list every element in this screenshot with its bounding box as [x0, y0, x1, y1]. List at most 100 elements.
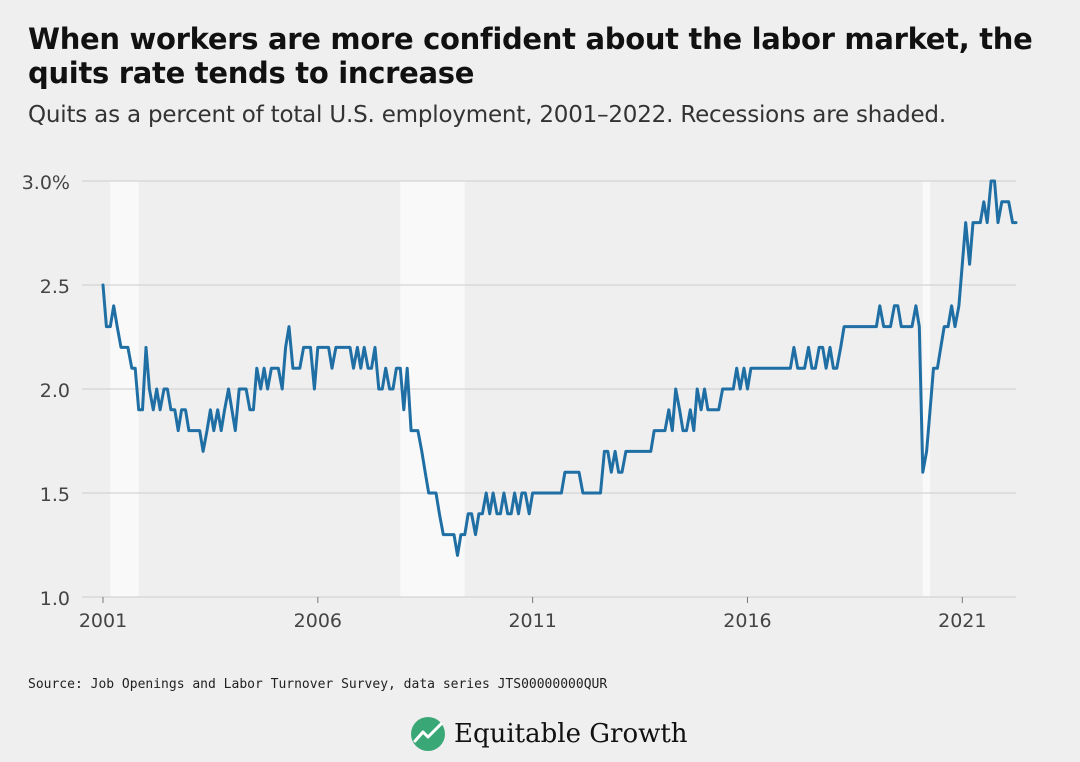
data-point: [589, 492, 591, 494]
data-point: [961, 263, 963, 265]
grid-lines: [82, 180, 1016, 598]
data-point: [170, 409, 172, 411]
brand-logo: Equitable Growth: [410, 714, 688, 754]
data-point: [879, 305, 881, 307]
data-point: [861, 325, 863, 327]
data-point: [249, 409, 251, 411]
data-point: [746, 388, 748, 390]
data-point: [503, 492, 505, 494]
data-point: [775, 367, 777, 369]
y-tick-label: 3.0%: [22, 172, 70, 194]
data-point: [507, 513, 509, 515]
data-point: [857, 325, 859, 327]
data-point: [485, 492, 487, 494]
x-tick-label: 2006: [294, 610, 342, 632]
data-point: [725, 388, 727, 390]
data-point: [539, 492, 541, 494]
data-point: [263, 367, 265, 369]
data-point: [148, 388, 150, 390]
data-point: [435, 492, 437, 494]
x-axis-ticks: 2001 2006 2011 2016 2021: [79, 597, 986, 632]
data-point: [653, 429, 655, 431]
data-point: [306, 346, 308, 348]
data-point: [195, 429, 197, 431]
data-point: [904, 325, 906, 327]
brand-leaf-icon: [411, 717, 445, 751]
data-point: [700, 409, 702, 411]
data-point: [925, 450, 927, 452]
data-point: [754, 367, 756, 369]
data-point: [177, 429, 179, 431]
brand-name: Equitable Growth: [454, 719, 688, 749]
data-point: [993, 180, 995, 182]
y-tick-label: 2.5: [40, 276, 70, 298]
data-point: [535, 492, 537, 494]
data-point: [915, 305, 917, 307]
data-point: [829, 346, 831, 348]
data-point: [864, 325, 866, 327]
x-tick-label: 2011: [508, 610, 556, 632]
data-point: [453, 533, 455, 535]
data-point: [918, 325, 920, 327]
data-point: [370, 367, 372, 369]
data-point: [292, 367, 294, 369]
data-point: [431, 492, 433, 494]
data-point: [675, 388, 677, 390]
data-point: [965, 221, 967, 223]
source-note: Source: Job Openings and Labor Turnover …: [28, 677, 608, 692]
data-point: [940, 346, 942, 348]
data-point: [342, 346, 344, 348]
data-point: [320, 346, 322, 348]
data-point: [786, 367, 788, 369]
data-point: [363, 346, 365, 348]
data-point: [406, 367, 408, 369]
data-point: [678, 409, 680, 411]
data-point: [997, 221, 999, 223]
data-point: [764, 367, 766, 369]
data-point: [811, 367, 813, 369]
data-point: [875, 325, 877, 327]
data-point: [807, 346, 809, 348]
data-point: [617, 471, 619, 473]
data-point: [682, 429, 684, 431]
data-point: [664, 429, 666, 431]
data-point: [474, 533, 476, 535]
data-point: [821, 346, 823, 348]
data-point: [378, 388, 380, 390]
data-point: [625, 450, 627, 452]
data-point: [846, 325, 848, 327]
data-point: [266, 388, 268, 390]
data-point: [374, 346, 376, 348]
data-point: [671, 429, 673, 431]
data-point: [840, 346, 842, 348]
data-point: [460, 533, 462, 535]
data-point: [650, 450, 652, 452]
data-point: [256, 367, 258, 369]
data-point: [528, 513, 530, 515]
data-point: [223, 409, 225, 411]
data-point: [438, 513, 440, 515]
y-axis-ticks: 3.0% 2.5 2.0 1.5 1.0: [22, 172, 70, 610]
data-point: [556, 492, 558, 494]
data-point: [711, 409, 713, 411]
data-point: [152, 409, 154, 411]
data-point: [814, 367, 816, 369]
data-point: [123, 346, 125, 348]
data-point: [335, 346, 337, 348]
data-point: [102, 284, 104, 286]
data-point: [198, 429, 200, 431]
data-point: [1007, 201, 1009, 203]
data-point: [954, 325, 956, 327]
data-point: [646, 450, 648, 452]
data-point: [947, 325, 949, 327]
data-point: [972, 221, 974, 223]
data-point: [958, 305, 960, 307]
data-point: [521, 492, 523, 494]
data-point: [979, 221, 981, 223]
data-point: [499, 513, 501, 515]
data-point: [417, 429, 419, 431]
data-point: [868, 325, 870, 327]
data-point: [217, 409, 219, 411]
y-tick-label: 1.5: [40, 484, 70, 506]
data-point: [252, 409, 254, 411]
